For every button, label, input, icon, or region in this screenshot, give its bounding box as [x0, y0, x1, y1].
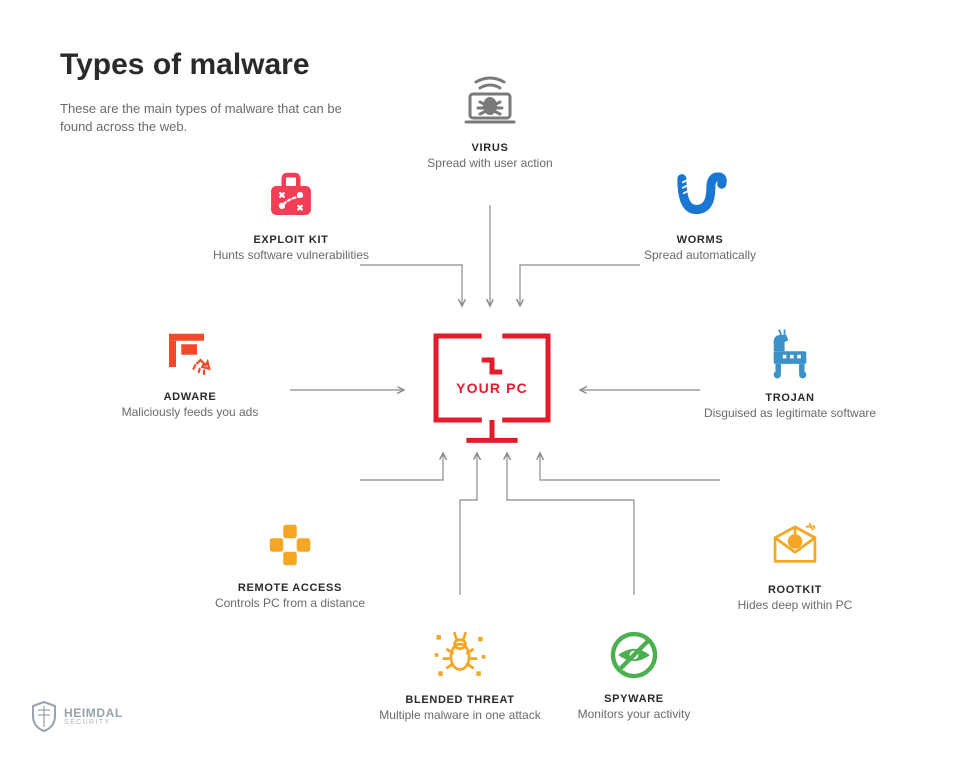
trojan-horse-icon [761, 324, 819, 382]
node-spyware: SPYWARE Monitors your activity [524, 627, 744, 721]
node-label: EXPLOIT KIT [253, 234, 328, 246]
node-remote_access: REMOTE ACCESS Controls PC from a distance [180, 518, 400, 610]
node-desc: Hides deep within PC [738, 598, 853, 612]
node-desc: Controls PC from a distance [215, 596, 365, 610]
briefcase-icon [262, 166, 320, 224]
virus-laptop-icon [458, 68, 522, 132]
node-label: BLENDED THREAT [405, 694, 514, 706]
node-desc: Disguised as legitimate software [704, 406, 876, 420]
rootkit-icon [766, 516, 824, 574]
blended-icon [431, 626, 489, 684]
node-label: ADWARE [164, 391, 217, 403]
node-desc: Monitors your activity [578, 707, 691, 721]
node-exploit_kit: EXPLOIT KIT Hunts software vulnerabilitie… [181, 166, 401, 262]
node-desc: Multiple malware in one attack [379, 708, 540, 722]
node-trojan: TROJAN Disguised as legitimate software [680, 324, 900, 420]
node-worms: WORMS Spread automatically [590, 166, 810, 262]
center-label: YOUR PC [456, 380, 528, 396]
logo-subtext: SECURITY [64, 719, 123, 726]
node-virus: VIRUS Spread with user action [380, 68, 600, 170]
node-desc: Spread with user action [427, 156, 552, 170]
node-label: WORMS [677, 234, 724, 246]
page-title: Types of malware [60, 48, 310, 82]
node-rootkit: ROOTKIT Hides deep within PC [685, 516, 905, 612]
node-desc: Spread automatically [644, 248, 756, 262]
center-pc: YOUR PC [428, 330, 556, 450]
adware-icon [162, 325, 218, 381]
node-desc: Hunts software vulnerabilities [213, 248, 369, 262]
node-label: ROOTKIT [768, 584, 822, 596]
shield-icon [30, 700, 58, 732]
worm-icon [671, 166, 729, 224]
spyware-icon [606, 627, 662, 683]
node-label: VIRUS [472, 142, 509, 154]
plus-cross-icon [263, 518, 317, 572]
node-label: TROJAN [765, 392, 814, 404]
node-adware: ADWARE Maliciously feeds you ads [80, 325, 300, 419]
node-label: SPYWARE [604, 693, 664, 705]
brand-logo: HEIMDAL SECURITY [30, 700, 123, 732]
node-label: REMOTE ACCESS [238, 582, 342, 594]
logo-text: HEIMDAL [64, 707, 123, 719]
page-subtitle: These are the main types of malware that… [60, 100, 360, 136]
node-desc: Maliciously feeds you ads [122, 405, 259, 419]
